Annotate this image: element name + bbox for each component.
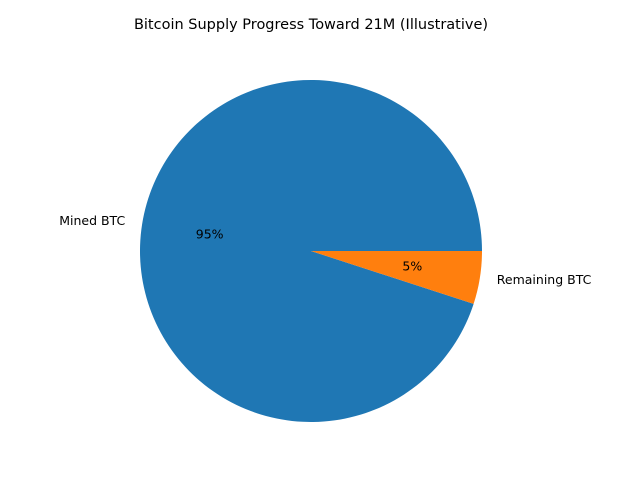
slice-label-mined-btc: Mined BTC [59, 213, 125, 228]
pie-labels: Mined BTC 95% Remaining BTC 5% [59, 213, 591, 287]
slice-label-remaining-btc: Remaining BTC [497, 272, 592, 287]
pie-slice-mined-btc [140, 80, 482, 423]
pie-slice-remaining-btc [311, 251, 483, 304]
slice-pct-remaining-btc: 5% [402, 259, 422, 274]
pie-slices [140, 80, 483, 423]
slice-pct-mined-btc: 95% [196, 226, 224, 241]
chart-title: Bitcoin Supply Progress Toward 21M (Illu… [134, 17, 488, 33]
